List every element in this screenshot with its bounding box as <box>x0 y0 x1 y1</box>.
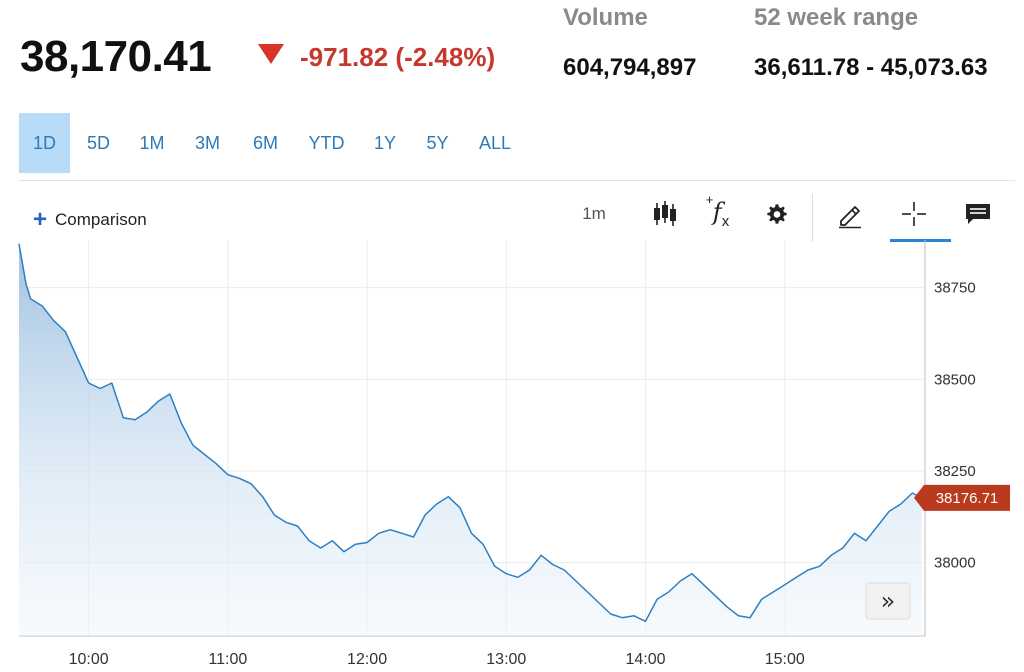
range-tab-all[interactable]: ALL <box>478 133 512 153</box>
quote-change: -971.82 (-2.48%) <box>300 42 496 72</box>
plus-icon: + <box>33 206 48 233</box>
x-tick-label: 12:00 <box>347 651 387 668</box>
y-tick-label: 38750 <box>934 280 976 297</box>
last-value-label: 38176.71 <box>936 490 999 507</box>
toolbar-separator <box>812 194 813 242</box>
price-chart[interactable]: 38750 38500 38250 38000 10:00 11:00 12:00 13:0… <box>0 240 1024 672</box>
y-tick-label: 38250 <box>934 463 976 480</box>
range-tab-5y[interactable]: 5Y <box>426 133 449 153</box>
crosshair-active-indicator <box>890 239 951 242</box>
range-value: 36,611.78 - 45,073.63 <box>754 54 988 81</box>
volume-value: 604,794,897 <box>563 54 697 81</box>
comparison-button[interactable]: + Comparison <box>33 208 147 232</box>
price-line <box>18 243 923 623</box>
chart-type-button[interactable] <box>646 196 684 232</box>
volume-label: Volume <box>563 4 648 31</box>
draw-button[interactable] <box>830 196 868 232</box>
last-value-badge: 38176.71 <box>914 484 1010 511</box>
y-tick-label: 38500 <box>934 371 976 388</box>
x-tick-label: 13:00 <box>486 651 526 668</box>
range-tab-6m[interactable]: 6M <box>252 133 278 153</box>
pencil-icon <box>839 206 861 229</box>
range-tab-1y[interactable]: 1Y <box>373 133 397 153</box>
quote-price: 38,170.41 <box>20 32 212 81</box>
x-tick-label: 14:00 <box>626 651 666 668</box>
function-icon: + fx <box>705 192 730 230</box>
indicators-button[interactable]: + fx <box>703 192 739 232</box>
scroll-latest-button[interactable]: » <box>865 582 911 620</box>
down-arrow-icon <box>258 44 284 64</box>
gear-icon <box>767 204 787 224</box>
comment-icon <box>966 204 990 224</box>
range-tab-ytd[interactable]: YTD <box>308 133 345 153</box>
y-tick-label: 38000 <box>934 555 976 572</box>
interval-label: 1m <box>582 204 606 223</box>
range-label: 52 week range <box>754 4 919 31</box>
x-tick-label: 10:00 <box>69 651 109 668</box>
range-tab-1d[interactable]: 1D <box>19 113 70 173</box>
price-area <box>19 243 922 636</box>
range-tab-3m[interactable]: 3M <box>194 133 220 153</box>
x-tick-label: 15:00 <box>765 651 805 668</box>
crosshair-icon <box>902 202 926 226</box>
double-chevron-right-icon: » <box>881 587 896 615</box>
header-divider <box>19 180 1015 181</box>
x-tick-label: 11:00 <box>208 651 247 668</box>
range-tab-1m[interactable]: 1M <box>139 133 165 153</box>
interval-selector[interactable]: 1m <box>574 196 614 232</box>
candlestick-icon <box>654 201 676 226</box>
comparison-label: Comparison <box>55 210 147 229</box>
comment-button[interactable] <box>962 196 994 232</box>
range-tabs: 1D 5D 1M 3M 6M YTD 1Y 5Y ALL <box>19 113 525 173</box>
range-tab-5d[interactable]: 5D <box>86 133 110 153</box>
crosshair-button[interactable] <box>898 196 930 232</box>
settings-button[interactable] <box>760 196 794 232</box>
